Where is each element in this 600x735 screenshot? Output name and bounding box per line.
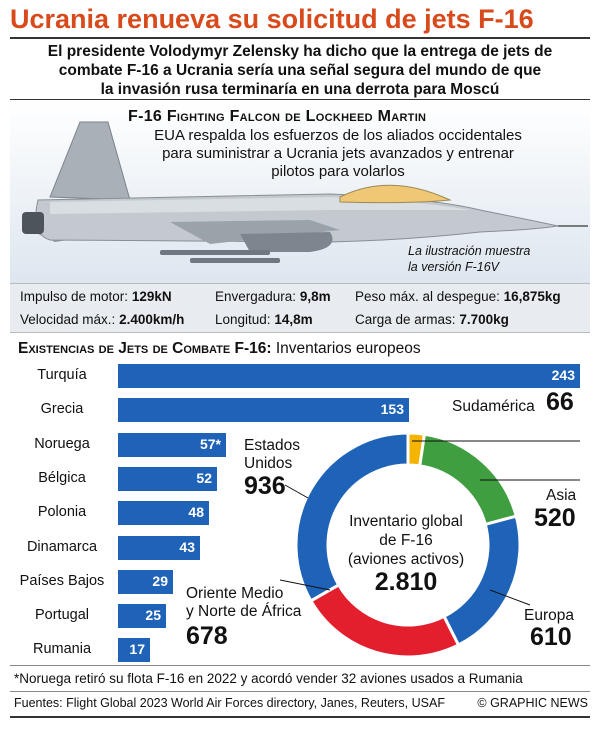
region-value-label: 936 xyxy=(244,472,286,500)
subtitle: El presidente Volodymyr Zelensky ha dich… xyxy=(10,42,590,99)
page-title: Ucrania renueva su solicitud de jets F-1… xyxy=(10,4,534,34)
region-name-label: Asia xyxy=(546,487,577,504)
donut-total: 2.810 xyxy=(374,568,438,596)
footnote: *Noruega retiró su flota F-16 en 2022 y … xyxy=(14,671,523,686)
aircraft-title: F-16 Fighting Falcon de Lockheed Martin xyxy=(128,108,427,125)
bar: 25 xyxy=(118,604,166,629)
region-name-label: Estados Unidos xyxy=(244,437,301,472)
bar-value-label: 43 xyxy=(179,538,195,555)
donut-slice xyxy=(418,432,519,527)
spec-max-speed: Velocidad máx.: 2.400km/h xyxy=(20,312,185,327)
bar: 17 xyxy=(118,638,150,663)
region-value-label: 678 xyxy=(186,622,228,650)
description-line: pilotos para volarlos xyxy=(271,163,405,180)
bar: 52 xyxy=(118,466,217,491)
bar-value-label: 153 xyxy=(380,401,404,418)
bottom-divider xyxy=(10,716,590,718)
subtitle-line: combate F-16 a Ucrania sería una señal s… xyxy=(58,62,542,79)
title-divider xyxy=(10,37,590,39)
bar-category-label: Polonia xyxy=(37,504,87,521)
section-title: Existencias de Jets de Combate F-16: Inv… xyxy=(18,340,421,357)
bar-value-label: 48 xyxy=(188,504,204,521)
aircraft-description: EUA respalda los esfuerzos de los aliado… xyxy=(138,127,538,181)
bar-category-label: Bélgica xyxy=(38,469,86,486)
bar-value-label: 57* xyxy=(199,435,221,452)
bar-value-label: 29 xyxy=(152,572,168,589)
air-intake xyxy=(240,232,333,252)
missile xyxy=(190,258,280,263)
leader-line xyxy=(284,484,309,499)
region-name-label: Europa xyxy=(524,607,574,624)
spec-weapons-load: Carga de armas: 7.700kg xyxy=(355,312,509,327)
bar-category-label: Noruega xyxy=(34,435,90,452)
bar-category-label: Portugal xyxy=(34,607,89,624)
center-line: de F-16 xyxy=(379,532,433,549)
spec-length: Longitud: 14,8m xyxy=(215,312,313,327)
bar-value-label: 243 xyxy=(551,367,575,383)
spec-strip: Impulso de motor: 129kN Envergadura: 9,8… xyxy=(10,283,590,333)
leader-line xyxy=(489,589,531,606)
illustration-note: La ilustración muestra la versión F-16V xyxy=(408,243,530,275)
bar: 43 xyxy=(118,535,200,560)
footnote-divider xyxy=(10,665,590,666)
sources-divider xyxy=(10,691,590,692)
note-line: La ilustración muestra xyxy=(408,244,531,258)
bar-category-label: Rumania xyxy=(32,641,92,658)
sources: Fuentes: Flight Global 2023 World Air Fo… xyxy=(14,696,445,710)
region-value-label: 520 xyxy=(534,504,576,532)
bar-category-label: Grecia xyxy=(40,401,84,418)
bar-value-label: 25 xyxy=(145,607,161,624)
subtitle-line: El presidente Volodymyr Zelensky ha dich… xyxy=(47,43,553,60)
aircraft-panel xyxy=(10,102,590,284)
engine-nozzle xyxy=(22,212,44,234)
spec-max-takeoff-weight: Peso máx. al despegue: 16,875kg xyxy=(355,289,561,304)
bar-value-label: 52 xyxy=(196,469,212,486)
bar-value-label: 17 xyxy=(129,641,145,658)
bar-category-label: Países Bajos xyxy=(19,572,105,589)
bar: 153 xyxy=(118,398,409,423)
wing xyxy=(170,220,340,244)
subtitle-line: la invasión rusa terminaría en una derro… xyxy=(100,81,500,98)
region-value-label: 66 xyxy=(546,388,574,416)
center-line: Inventario global xyxy=(349,513,463,530)
donut-center-label: Inventario global de F-16 (aviones activ… xyxy=(316,512,496,596)
region-name-label: Sudamérica xyxy=(452,398,535,415)
region-name-label: Oriente Medio y Norte de África xyxy=(186,585,302,620)
note-line: la versión F-16V xyxy=(408,260,500,274)
f16-illustration xyxy=(22,121,588,263)
bar-category-label: Dinamarca xyxy=(26,538,98,555)
credit: © GRAPHIC NEWS xyxy=(477,696,588,710)
bar: 48 xyxy=(118,501,209,526)
subtitle-divider xyxy=(10,99,590,100)
canopy xyxy=(339,184,452,204)
spec-wingspan: Envergadura: 9,8m xyxy=(215,289,331,304)
description-line: EUA respalda los esfuerzos de los aliado… xyxy=(154,127,522,144)
center-line: (aviones activos) xyxy=(347,551,465,568)
spec-engine-thrust: Impulso de motor: 129kN xyxy=(20,289,172,304)
bar: 243 xyxy=(118,364,580,388)
bar: 29 xyxy=(118,569,173,594)
donut-slice xyxy=(406,431,427,468)
region-value-label: 610 xyxy=(530,623,572,651)
missile xyxy=(160,250,270,255)
description-line: para suministrar a Ucrania jets avanzado… xyxy=(162,145,514,162)
bar-category-label: Turquía xyxy=(37,367,87,383)
bar: 57* xyxy=(118,432,226,457)
tail-fin xyxy=(49,121,131,201)
